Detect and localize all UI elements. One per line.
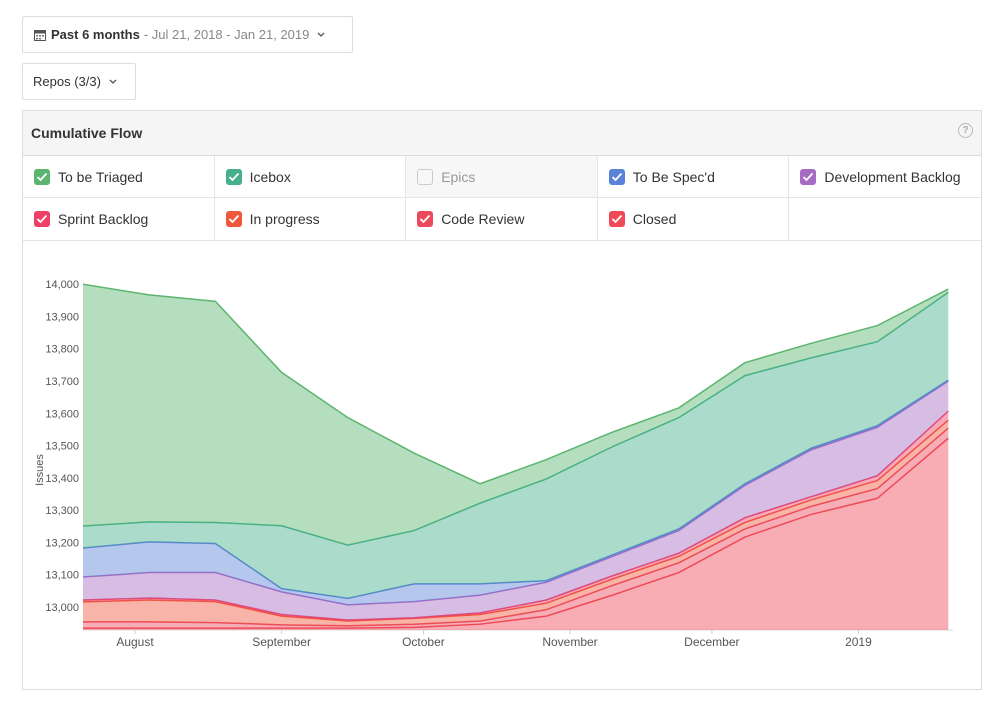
y-tick-label: 13,200 bbox=[45, 537, 79, 549]
y-tick-label: 13,700 bbox=[45, 376, 79, 388]
area-fill bbox=[83, 438, 949, 630]
check-mark bbox=[36, 172, 48, 181]
y-tick-label: 13,100 bbox=[45, 570, 79, 582]
y-axis-label: Issues bbox=[34, 454, 46, 486]
area-fill bbox=[83, 381, 949, 620]
legend-checkbox[interactable] bbox=[608, 168, 625, 185]
check-mark bbox=[228, 172, 239, 181]
calendar-icon bbox=[34, 29, 46, 41]
legend-checkbox[interactable] bbox=[34, 211, 50, 227]
area-fill bbox=[83, 292, 949, 599]
x-tick-label: November bbox=[542, 635, 597, 649]
y-tick-label: 14,000 bbox=[45, 279, 79, 291]
legend-item[interactable]: Code Review bbox=[406, 198, 598, 240]
area-line bbox=[83, 380, 949, 606]
legend-checkbox[interactable] bbox=[608, 211, 625, 227]
x-tick-label: October bbox=[402, 635, 445, 649]
legend-item[interactable]: Icebox bbox=[214, 156, 407, 198]
panel-title: Cumulative Flow bbox=[31, 125, 143, 141]
date-range-label: Past 6 months bbox=[51, 27, 140, 42]
y-tick-label: 13,400 bbox=[45, 473, 79, 485]
y-tick-label: 13,000 bbox=[45, 602, 79, 614]
chart: Issues 13,000 13,100 13,200 13,300 13,400 13,… bbox=[34, 279, 953, 649]
legend-label: Epics bbox=[441, 168, 476, 185]
area-line bbox=[83, 291, 949, 546]
legend-checkbox[interactable] bbox=[34, 168, 50, 185]
check-mark bbox=[611, 214, 622, 224]
area-line bbox=[83, 427, 949, 627]
legend-checkbox[interactable] bbox=[225, 211, 242, 227]
legend-label: Code Review bbox=[441, 211, 525, 227]
area-line bbox=[83, 437, 949, 629]
date-range-button[interactable]: Past 6 months - Jul 21, 2018 - Jan 21, 2… bbox=[22, 16, 353, 53]
chevron bbox=[317, 32, 325, 37]
legend-label: Development Backlog bbox=[824, 168, 961, 185]
legend-label: Sprint Backlog bbox=[58, 211, 149, 227]
legend-label: To Be Spec'd bbox=[632, 168, 715, 185]
legend-item[interactable]: To be Triaged bbox=[23, 156, 215, 198]
check-mark bbox=[803, 172, 814, 181]
area-line bbox=[83, 283, 949, 485]
legend-label: In progress bbox=[249, 211, 320, 227]
y-tick-label: 13,900 bbox=[45, 311, 79, 323]
x-tick-label: September bbox=[252, 635, 311, 649]
areas bbox=[83, 283, 949, 630]
x-tick-label: 2019 bbox=[845, 635, 872, 649]
legend-checkbox[interactable] bbox=[225, 168, 242, 185]
legend-item[interactable]: Sprint Backlog bbox=[23, 198, 215, 240]
help-icon[interactable]: ? bbox=[958, 123, 973, 138]
check-mark bbox=[228, 214, 239, 224]
x-tick-label: December bbox=[684, 635, 739, 649]
area-fill bbox=[83, 284, 949, 546]
y-tick-label: 13,600 bbox=[45, 408, 79, 420]
area-line bbox=[83, 410, 949, 621]
legend-label: To be Triaged bbox=[58, 168, 143, 185]
check-mark bbox=[420, 214, 431, 224]
date-range-dates: - Jul 21, 2018 - Jan 21, 2019 bbox=[143, 27, 310, 42]
legend-label: Closed bbox=[632, 211, 677, 227]
area-fill bbox=[83, 420, 949, 626]
legend-empty bbox=[789, 198, 981, 240]
panel: Cumulative Flow ? To be Triaged Icebox Epi… bbox=[22, 110, 982, 690]
area-line bbox=[83, 379, 949, 600]
chevron bbox=[109, 79, 117, 84]
check-mark bbox=[36, 214, 48, 224]
repos-label: Repos (3/3) bbox=[33, 74, 101, 89]
legend-checkbox[interactable] bbox=[417, 168, 434, 185]
legend-item[interactable]: Development Backlog bbox=[789, 156, 981, 198]
area-line bbox=[83, 419, 949, 622]
legend-item[interactable]: To Be Spec'd bbox=[597, 156, 790, 198]
y-tick-label: 13,300 bbox=[45, 505, 79, 517]
y-tick-label: 13,500 bbox=[45, 441, 79, 453]
y-tick-label: 13,800 bbox=[45, 344, 79, 356]
x-tick-label: August bbox=[116, 635, 154, 649]
legend-item[interactable]: In progress bbox=[215, 198, 407, 240]
legend-checkbox[interactable] bbox=[800, 168, 817, 185]
legend-checkbox[interactable] bbox=[417, 211, 434, 227]
check-mark bbox=[611, 172, 622, 181]
legend-item[interactable]: Closed bbox=[598, 198, 790, 240]
legend-item[interactable]: Epics bbox=[406, 156, 598, 198]
area-fill bbox=[83, 411, 949, 621]
panel-header: Cumulative Flow ? bbox=[23, 111, 981, 156]
repos-button[interactable]: Repos (3/3) bbox=[22, 63, 136, 100]
legend: To be Triaged Icebox Epics To Be Spec'd Deve… bbox=[23, 156, 981, 241]
legend-label: Icebox bbox=[249, 168, 291, 185]
